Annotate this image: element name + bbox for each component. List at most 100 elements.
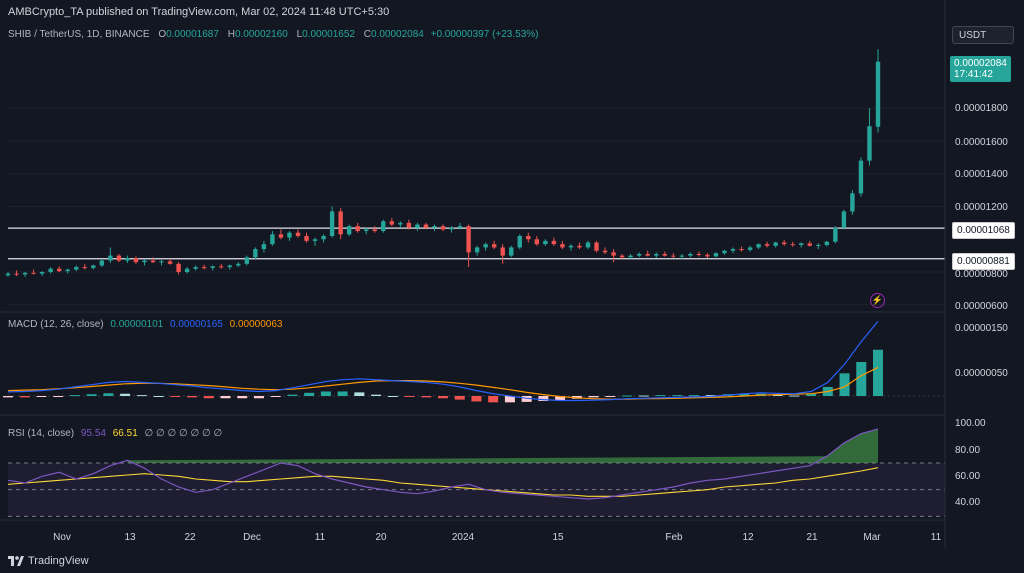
candle-body: [875, 61, 881, 127]
candle-body: [270, 234, 275, 245]
macd-tick: 0.00000150: [955, 323, 1008, 334]
macd-histogram-bar: [404, 396, 415, 397]
lightning-icon[interactable]: ⚡: [870, 293, 885, 308]
currency-selector[interactable]: USDT: [952, 26, 1014, 44]
candle-body: [227, 265, 232, 268]
candle-body: [372, 229, 377, 232]
macd-histogram-bar: [438, 396, 448, 399]
candle-body: [236, 263, 241, 266]
candle-body: [14, 273, 19, 275]
macd-histogram-bar: [471, 396, 482, 402]
macd-histogram-bar: [856, 362, 867, 396]
candle-body: [381, 221, 386, 232]
macd-histogram-bar: [421, 396, 432, 398]
rsi-value: 95.54: [80, 428, 106, 439]
close-value: 0.00002084: [371, 29, 424, 40]
macd-histogram-bar: [538, 396, 549, 401]
candle-body: [764, 244, 770, 246]
candle-body: [108, 255, 113, 261]
price-tick: 0.00001600: [955, 137, 1008, 148]
macd-histogram-bar: [19, 396, 30, 398]
x-tick: Feb: [665, 532, 683, 543]
candle-body: [722, 250, 727, 254]
macd-histogram-bar: [454, 396, 465, 400]
candle-body: [338, 211, 343, 235]
candle-body: [398, 222, 403, 225]
low-value: 0.00001652: [302, 29, 355, 40]
candle-body: [295, 232, 301, 236]
tradingview-logo[interactable]: TradingView: [8, 555, 89, 567]
candlestick-series: [5, 49, 881, 277]
candle-body: [304, 235, 309, 241]
macd-histogram-bar: [320, 391, 331, 396]
macd-histogram-bar: [187, 396, 198, 398]
candle-body: [474, 247, 480, 253]
x-tick: 21: [806, 532, 818, 543]
x-tick: 15: [552, 532, 564, 543]
macd-histogram-bar: [504, 396, 515, 403]
publication-info: AMBCrypto_TA published on TradingView.co…: [8, 6, 390, 18]
macd-histogram-bar: [655, 395, 666, 397]
rsi-line: [7, 428, 879, 500]
candle-body: [261, 244, 267, 250]
macd-histogram-bar: [354, 392, 365, 396]
candle-body: [867, 126, 872, 161]
candle-body: [619, 255, 625, 258]
close-label: C: [363, 29, 371, 40]
candle-body: [816, 244, 821, 246]
candle-body: [142, 260, 147, 263]
candle-body: [509, 247, 514, 256]
symbol-name[interactable]: SHIB / TetherUS, 1D, BINANCE: [8, 29, 150, 40]
candle-body: [858, 160, 864, 194]
macd-histogram-bar: [153, 396, 164, 397]
macd-histogram-bar: [86, 394, 97, 396]
macd-hist-value: 0.00000101: [110, 319, 164, 330]
candle-body: [688, 253, 693, 256]
candle-body: [526, 235, 531, 240]
symbol-legend: SHIB / TetherUS, 1D, BINANCE O0.00001687…: [8, 29, 539, 40]
macd-title[interactable]: MACD (12, 26, close): [8, 319, 104, 330]
candle-body: [5, 273, 11, 276]
macd-histogram-bar: [605, 396, 616, 397]
candle-body: [440, 226, 446, 230]
rsi-tick: 80.00: [955, 445, 981, 456]
candle-body: [167, 261, 173, 264]
x-tick: 13: [124, 532, 136, 543]
macd-histogram-bar: [304, 392, 315, 396]
macd-histogram-bar: [672, 395, 683, 397]
macd-histogram-bar: [170, 396, 181, 397]
macd-histogram-bar: [688, 395, 699, 397]
macd-histogram-bar: [488, 396, 499, 403]
last-price: 0.00002084: [954, 58, 1007, 69]
candle-body: [790, 244, 795, 246]
rsi-pane: [7, 428, 945, 517]
x-tick: 2024: [451, 532, 475, 543]
macd-histogram-bar: [789, 395, 800, 397]
candle-body: [739, 249, 744, 251]
candle-body: [534, 239, 540, 245]
rsi-tick: 40.00: [955, 497, 981, 508]
macd-histogram-bar: [806, 393, 817, 396]
macd-histogram-bar: [3, 396, 13, 398]
open-value: 0.00001687: [166, 29, 219, 40]
x-tick: 20: [375, 532, 387, 543]
candle-body: [65, 269, 70, 272]
price-tick: 0.00001400: [955, 169, 1008, 180]
x-tick: 22: [184, 532, 196, 543]
candle-body: [39, 272, 45, 274]
rsi-title[interactable]: RSI (14, close): [8, 428, 75, 439]
candle-body: [517, 235, 522, 248]
candle-body: [594, 242, 599, 251]
x-tick: 11: [314, 532, 326, 543]
candle-body: [807, 243, 812, 246]
candle-body: [636, 253, 642, 256]
macd-histogram-bar: [36, 396, 47, 397]
chart-grid: [8, 107, 945, 306]
rsi-band: [8, 463, 945, 517]
candle-body: [133, 258, 139, 263]
macd-histogram-bar: [237, 396, 248, 399]
candle-body: [611, 252, 616, 256]
candle-body: [244, 257, 250, 264]
x-tick: Mar: [863, 532, 881, 543]
